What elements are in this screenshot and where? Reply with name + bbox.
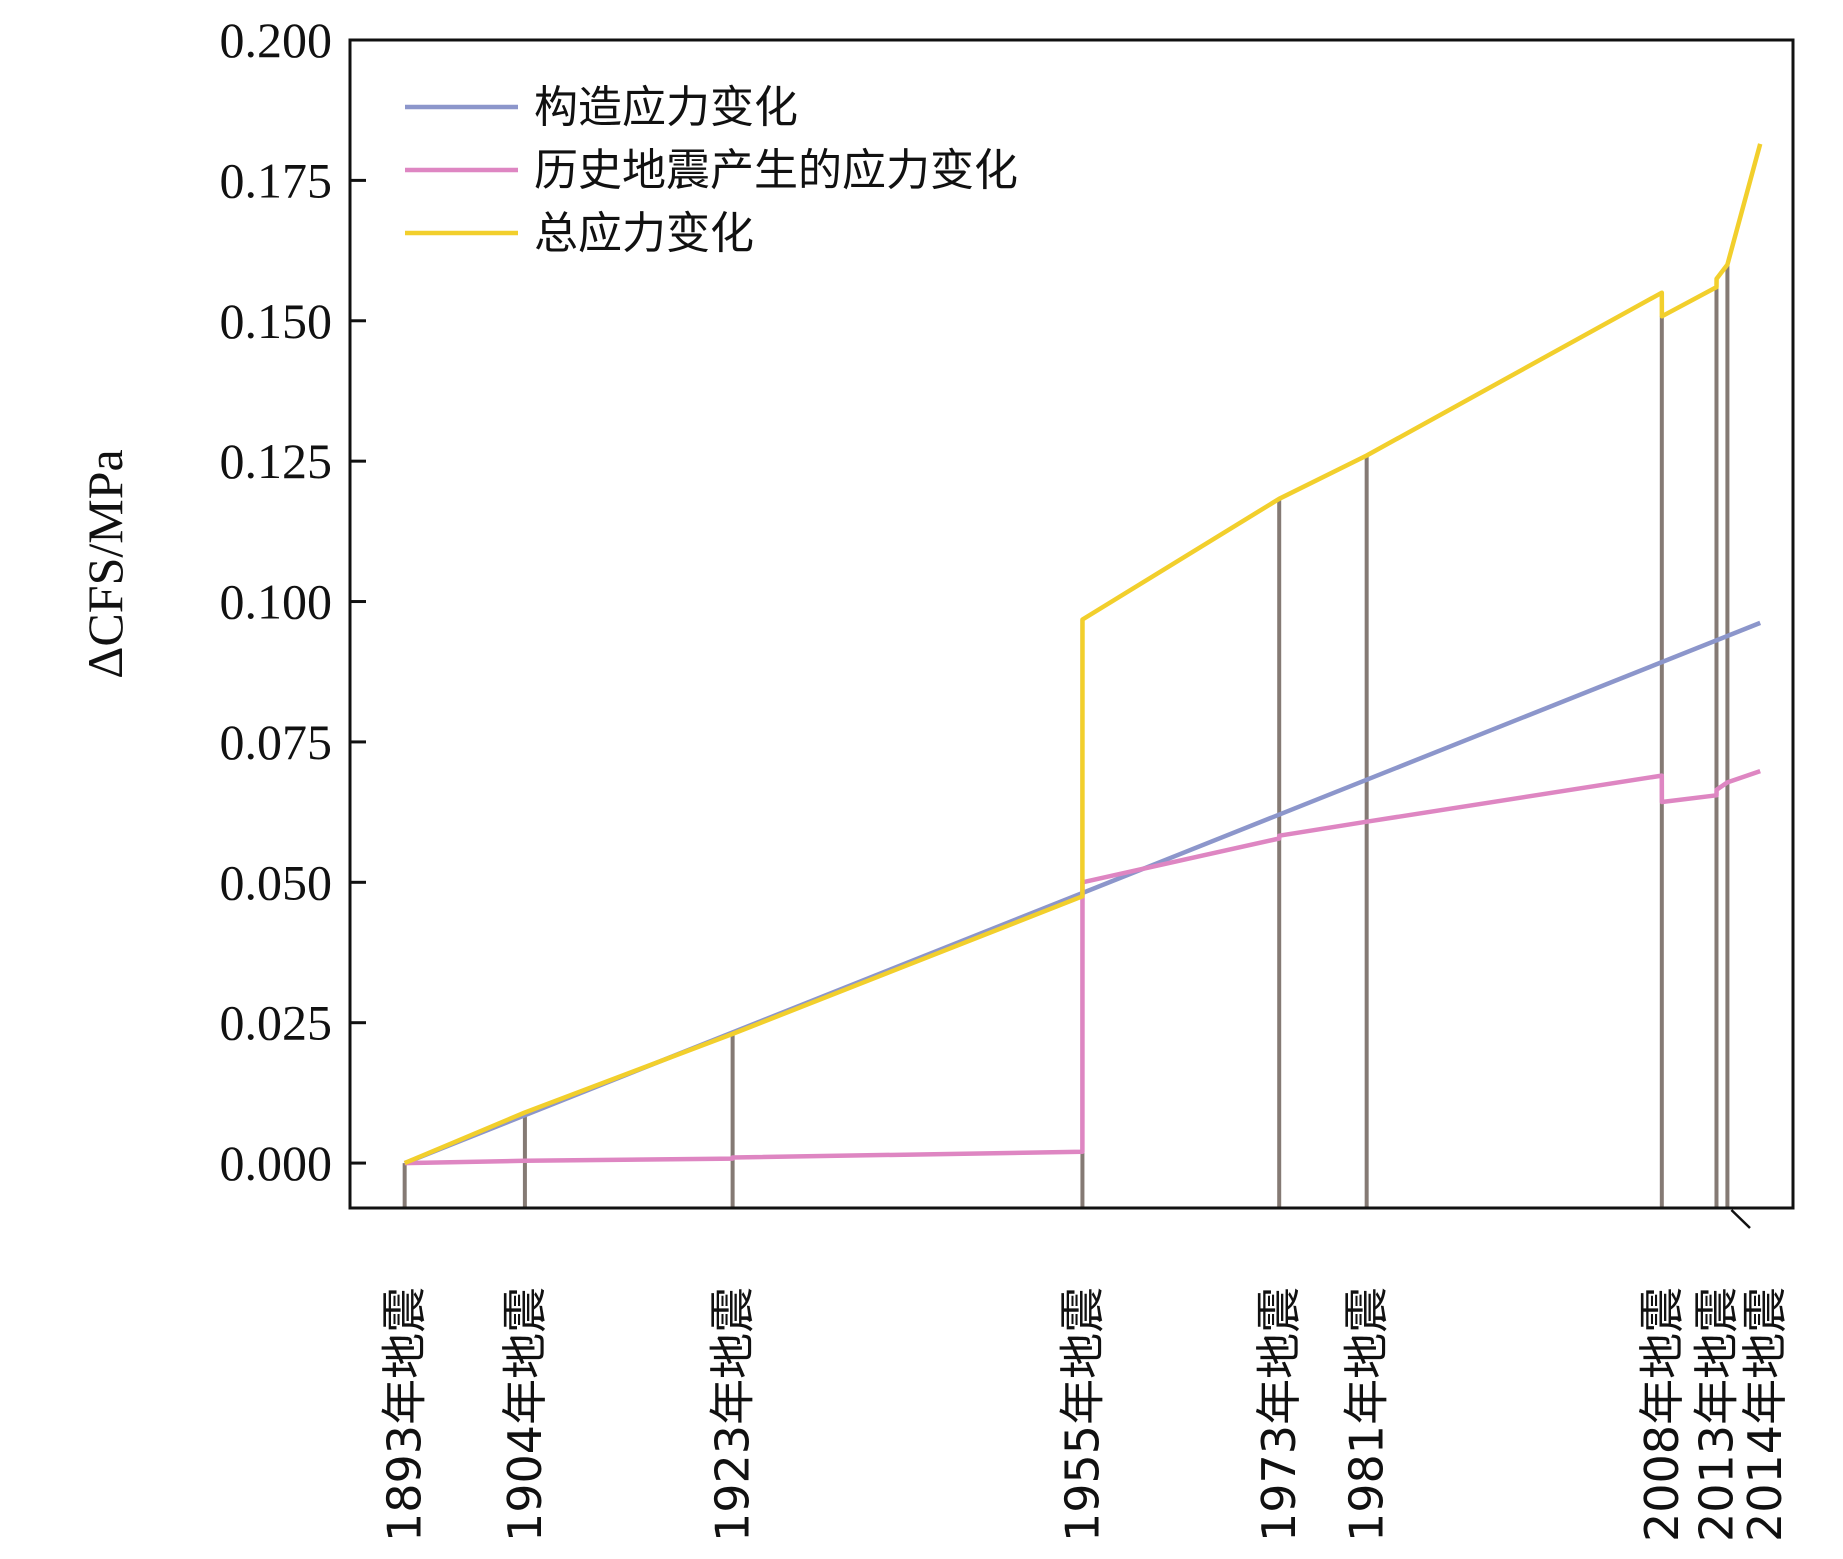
event-label: 1973年地震: [1252, 1287, 1306, 1542]
legend-label: 历史地震产生的应力变化: [534, 145, 1018, 196]
y-tick-label: 0.200: [220, 12, 333, 68]
y-tick-label: 0.150: [220, 293, 333, 349]
event-label: 1955年地震: [1055, 1287, 1109, 1542]
y-tick-label: 0.050: [220, 854, 333, 910]
y-axis-ticks: 0.000 0.025 0.050 0.075 0.100 0.125 0.150 0.175…: [220, 12, 366, 1191]
event-label: 1893年地震: [378, 1287, 432, 1542]
event-label: 1923年地震: [706, 1287, 760, 1542]
event-label: 2014年地震: [1738, 1287, 1792, 1542]
series-line: [403, 143, 1763, 1166]
legend-label: 总应力变化: [534, 208, 754, 259]
event-label: 1981年地震: [1340, 1287, 1394, 1542]
event-label: 1904年地震: [498, 1287, 552, 1542]
y-tick-label: 0.000: [220, 1135, 333, 1191]
event-2014-leader-line: [1730, 1209, 1751, 1229]
plot-frame: [348, 38, 1795, 1210]
series-lines: [403, 143, 1763, 1166]
y-tick-label: 0.175: [220, 152, 333, 208]
event-label: 2008年地震: [1635, 1287, 1689, 1542]
series-line: [404, 768, 1761, 1166]
y-tick-label: 0.025: [220, 995, 333, 1051]
event-label: 2013年地震: [1689, 1287, 1743, 1542]
legend-label: 构造应力变化: [534, 82, 798, 133]
earthquake-event-lines: [402, 264, 1730, 1208]
y-tick-label: 0.125: [220, 433, 333, 489]
y-axis-title: ΔCFS/MPa: [77, 449, 133, 678]
earthquake-event-labels: 1893年地震 1904年地震 1923年地震 1955年地震 1973年地震 1981年…: [378, 1287, 1792, 1542]
y-tick-label: 0.100: [220, 574, 333, 630]
y-tick-label: 0.075: [220, 714, 333, 770]
